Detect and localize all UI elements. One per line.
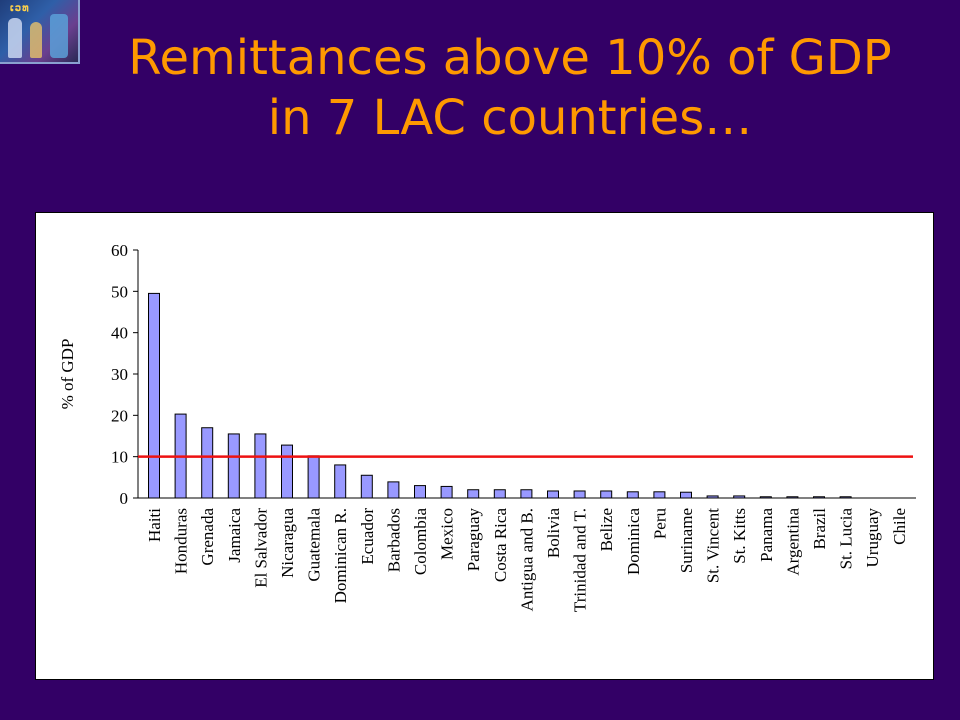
x-tick-label: Ecuador: [358, 508, 377, 565]
slide-title-line-2: in 7 LAC countries…: [267, 90, 753, 146]
bar: [254, 433, 267, 499]
bar: [493, 489, 506, 499]
bars: [148, 292, 852, 499]
y-tick-label: 30: [111, 365, 128, 384]
x-tick-label: Jamaica: [225, 508, 244, 563]
x-tick-label: Dominican R.: [331, 508, 350, 603]
y-tick-label: 20: [111, 406, 128, 425]
x-tick-label: Grenada: [198, 508, 217, 566]
bar-chart: 0 10 20 30 40 50 60 Haiti Honduras Grenada Jamaic…: [58, 241, 916, 613]
bar: [148, 292, 160, 499]
bar: [680, 491, 692, 499]
x-tick-label: Trinidad and T.: [571, 508, 590, 612]
x-tick-label: Haiti: [145, 508, 164, 542]
y-tick-label: 0: [120, 489, 129, 508]
x-tick-label: Suriname: [677, 508, 696, 573]
logo-figure-3: [50, 14, 68, 58]
x-tick-label: St. Lucia: [837, 508, 856, 570]
bar: [813, 496, 825, 499]
x-tick-label: Honduras: [172, 508, 191, 574]
x-tick-label: Bolivia: [544, 508, 563, 559]
bar: [520, 489, 533, 499]
bar: [786, 496, 799, 499]
x-tick-label: Chile: [890, 508, 909, 545]
bar: [759, 496, 772, 499]
bar: [227, 433, 240, 499]
bar: [573, 490, 586, 499]
x-tick-label: St. Vincent: [704, 508, 723, 583]
bar: [334, 464, 347, 499]
x-tick-label: St. Kitts: [730, 508, 749, 564]
x-tick-label: Dominica: [624, 508, 643, 575]
x-tick-label: Antigua and B.: [517, 508, 536, 611]
bar: [440, 485, 453, 499]
logo-figure-2: [30, 22, 42, 58]
x-tick-labels: Haiti Honduras Grenada Jamaica El Salvador Ni…: [145, 508, 909, 613]
y-tick-label: 10: [111, 448, 128, 467]
x-tick-label: Brazil: [810, 508, 829, 550]
x-tick-label: Nicaragua: [278, 508, 297, 578]
bar: [547, 490, 559, 499]
slide-title: Remittances above 10% of GDP in 7 LAC co…: [90, 28, 930, 148]
x-tick-label: Costa Rica: [491, 508, 510, 583]
bar: [201, 427, 214, 499]
chart-container: 0 10 20 30 40 50 60 Haiti Honduras Grenada Jamaic…: [35, 212, 934, 680]
bar: [360, 474, 373, 499]
bar: [600, 490, 613, 499]
bar: [839, 496, 852, 499]
slide-title-line-1: Remittances above 10% of GDP: [128, 30, 892, 86]
logo-image: ເວທ: [0, 0, 80, 64]
y-tick-label: 50: [111, 282, 128, 301]
bar: [414, 485, 426, 499]
x-tick-label: Peru: [650, 508, 669, 540]
logo-caption: ເວທ: [10, 3, 30, 14]
x-tick-label: Guatemala: [305, 508, 324, 582]
x-tick-label: Mexico: [438, 508, 457, 560]
bar: [387, 481, 400, 499]
x-tick-label: Belize: [597, 508, 616, 551]
x-tick-label: Paraguay: [464, 508, 483, 572]
bar: [307, 455, 320, 499]
bar: [626, 491, 639, 499]
bar: [733, 495, 746, 499]
bar: [653, 491, 666, 499]
x-tick-label: Argentina: [783, 508, 802, 576]
bar: [281, 444, 293, 499]
y-axis-label: % of GDP: [58, 339, 77, 410]
y-tick-label: 40: [111, 324, 128, 343]
x-tick-label: El Salvador: [251, 508, 270, 588]
x-tick-label: Colombia: [411, 508, 430, 576]
bar: [706, 495, 719, 499]
logo-figure-1: [8, 18, 22, 58]
x-tick-label: Barbados: [384, 508, 403, 572]
y-tick-label: 60: [111, 241, 128, 260]
x-tick-label: Panama: [757, 508, 776, 562]
x-tick-label: Uruguay: [863, 508, 882, 568]
bar: [467, 489, 480, 499]
